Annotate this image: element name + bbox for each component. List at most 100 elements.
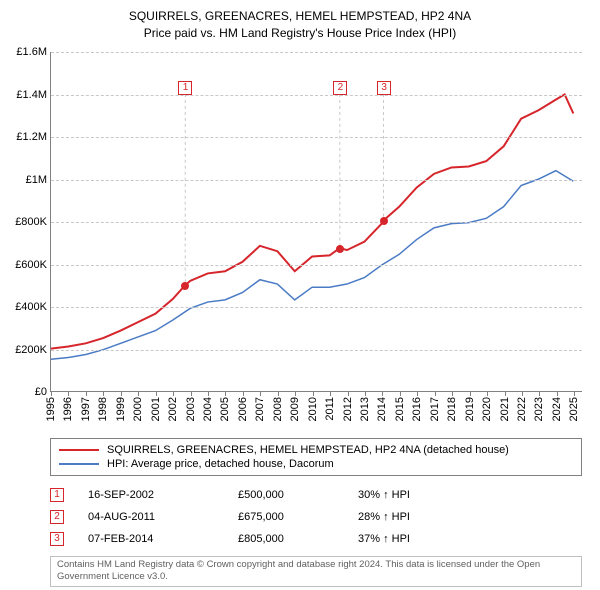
y-tick-label: £800K: [15, 216, 47, 228]
x-tick-mark: [505, 391, 506, 396]
legend-swatch-hpi: [59, 463, 99, 465]
x-tick-label: 2016: [411, 397, 423, 421]
legend-row-property: SQUIRRELS, GREENACRES, HEMEL HEMPSTEAD, …: [59, 443, 573, 457]
y-tick-label: £200K: [15, 344, 47, 356]
x-tick-label: 2017: [429, 397, 441, 421]
x-tick-label: 2022: [516, 397, 528, 421]
x-tick-mark: [574, 391, 575, 396]
x-tick-mark: [260, 391, 261, 396]
y-gridline: [51, 307, 582, 308]
x-tick-mark: [435, 391, 436, 396]
sale-dot: [336, 245, 344, 253]
sale-row-date: 07-FEB-2014: [88, 533, 238, 545]
x-tick-mark: [557, 391, 558, 396]
sale-row-delta: 37% ↑ HPI: [358, 533, 478, 545]
x-tick-mark: [68, 391, 69, 396]
x-tick-label: 1999: [115, 397, 127, 421]
x-tick-mark: [173, 391, 174, 396]
sale-dot: [181, 282, 189, 290]
x-tick-label: 2005: [219, 397, 231, 421]
x-tick-label: 2014: [376, 397, 388, 421]
y-tick-label: £400K: [15, 301, 47, 313]
x-tick-label: 2010: [307, 397, 319, 421]
x-tick-mark: [191, 391, 192, 396]
x-tick-mark: [452, 391, 453, 396]
x-tick-label: 2002: [167, 397, 179, 421]
y-tick-label: £1.2M: [16, 131, 47, 143]
x-tick-label: 2018: [446, 397, 458, 421]
legend-box: SQUIRRELS, GREENACRES, HEMEL HEMPSTEAD, …: [50, 438, 582, 476]
x-tick-label: 2013: [359, 397, 371, 421]
sale-row-num: 3: [50, 532, 64, 546]
x-tick-label: 2008: [272, 397, 284, 421]
x-tick-label: 2004: [202, 397, 214, 421]
x-tick-label: 1997: [80, 397, 92, 421]
x-tick-mark: [522, 391, 523, 396]
x-tick-label: 2021: [499, 397, 511, 421]
x-tick-mark: [487, 391, 488, 396]
title-line-2: Price paid vs. HM Land Registry's House …: [0, 25, 600, 42]
y-gridline: [51, 265, 582, 266]
sale-row-date: 16-SEP-2002: [88, 489, 238, 501]
x-tick-label: 1996: [62, 397, 74, 421]
chart-container: SQUIRRELS, GREENACRES, HEMEL HEMPSTEAD, …: [0, 0, 600, 590]
x-tick-mark: [313, 391, 314, 396]
chart-plot-area: £0£200K£400K£600K£800K£1M£1.2M£1.4M£1.6M…: [50, 52, 582, 392]
sale-row-num: 1: [50, 488, 64, 502]
x-tick-mark: [417, 391, 418, 396]
y-tick-label: £1.6M: [16, 46, 47, 58]
sale-row-price: £500,000: [238, 489, 358, 501]
attribution-box: Contains HM Land Registry data © Crown c…: [50, 556, 582, 587]
title-block: SQUIRRELS, GREENACRES, HEMEL HEMPSTEAD, …: [0, 0, 600, 42]
x-tick-label: 2011: [324, 397, 336, 421]
sale-row: 3 07-FEB-2014£805,00037% ↑ HPI: [50, 528, 582, 550]
x-tick-label: 2007: [254, 397, 266, 421]
x-tick-mark: [330, 391, 331, 396]
x-tick-mark: [86, 391, 87, 396]
sale-row-num: 2: [50, 510, 64, 524]
sale-row-delta: 28% ↑ HPI: [358, 511, 478, 523]
legend-swatch-property: [59, 449, 99, 451]
x-tick-label: 2023: [533, 397, 545, 421]
x-tick-mark: [295, 391, 296, 396]
sale-row: 116-SEP-2002£500,00030% ↑ HPI: [50, 484, 582, 506]
sale-dot: [380, 217, 388, 225]
x-tick-mark: [51, 391, 52, 396]
sale-row: 204-AUG-2011£675,00028% ↑ HPI: [50, 506, 582, 528]
x-tick-mark: [400, 391, 401, 396]
x-tick-mark: [348, 391, 349, 396]
legend-row-hpi: HPI: Average price, detached house, Daco…: [59, 457, 573, 471]
x-tick-mark: [208, 391, 209, 396]
y-gridline: [51, 350, 582, 351]
x-tick-mark: [156, 391, 157, 396]
x-tick-mark: [225, 391, 226, 396]
x-tick-label: 2003: [185, 397, 197, 421]
y-gridline: [51, 52, 582, 53]
x-tick-mark: [138, 391, 139, 396]
x-tick-label: 2024: [551, 397, 563, 421]
x-tick-label: 2012: [342, 397, 354, 421]
x-tick-label: 2000: [132, 397, 144, 421]
sale-row-date: 04-AUG-2011: [88, 511, 238, 523]
y-gridline: [51, 95, 582, 96]
x-tick-mark: [365, 391, 366, 396]
y-tick-label: £1M: [26, 174, 47, 186]
x-tick-label: 1998: [97, 397, 109, 421]
x-tick-mark: [103, 391, 104, 396]
x-tick-mark: [382, 391, 383, 396]
title-line-1: SQUIRRELS, GREENACRES, HEMEL HEMPSTEAD, …: [0, 8, 600, 25]
legend-label-property: SQUIRRELS, GREENACRES, HEMEL HEMPSTEAD, …: [107, 444, 509, 456]
sale-row-price: £805,000: [238, 533, 358, 545]
x-tick-label: 2020: [481, 397, 493, 421]
sale-marker-box: 2: [333, 81, 347, 95]
y-gridline: [51, 180, 582, 181]
legend-label-hpi: HPI: Average price, detached house, Daco…: [107, 458, 334, 470]
x-tick-label: 2006: [237, 397, 249, 421]
sale-marker-box: 1: [178, 81, 192, 95]
x-tick-mark: [539, 391, 540, 396]
x-tick-mark: [121, 391, 122, 396]
x-tick-mark: [243, 391, 244, 396]
sale-marker-box: 3: [377, 81, 391, 95]
sales-table: 116-SEP-2002£500,00030% ↑ HPI204-AUG-201…: [50, 484, 582, 550]
x-tick-label: 2009: [289, 397, 301, 421]
